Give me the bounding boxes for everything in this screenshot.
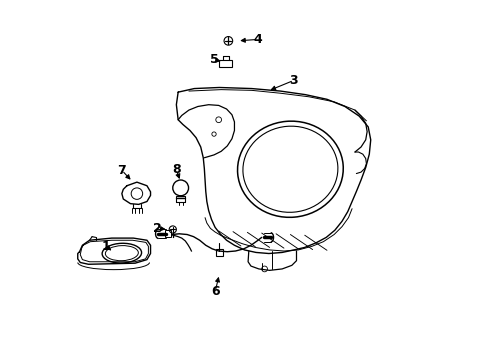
Text: 1: 1 xyxy=(102,240,111,253)
Bar xyxy=(215,249,223,256)
Text: 5: 5 xyxy=(209,53,218,66)
Text: 7: 7 xyxy=(117,164,126,177)
Text: 3: 3 xyxy=(289,74,298,87)
Bar xyxy=(219,59,232,67)
Text: 4: 4 xyxy=(253,33,262,46)
Text: 6: 6 xyxy=(210,285,219,298)
Text: 2: 2 xyxy=(153,222,162,235)
Text: 8: 8 xyxy=(172,163,180,176)
Bar xyxy=(164,230,170,237)
